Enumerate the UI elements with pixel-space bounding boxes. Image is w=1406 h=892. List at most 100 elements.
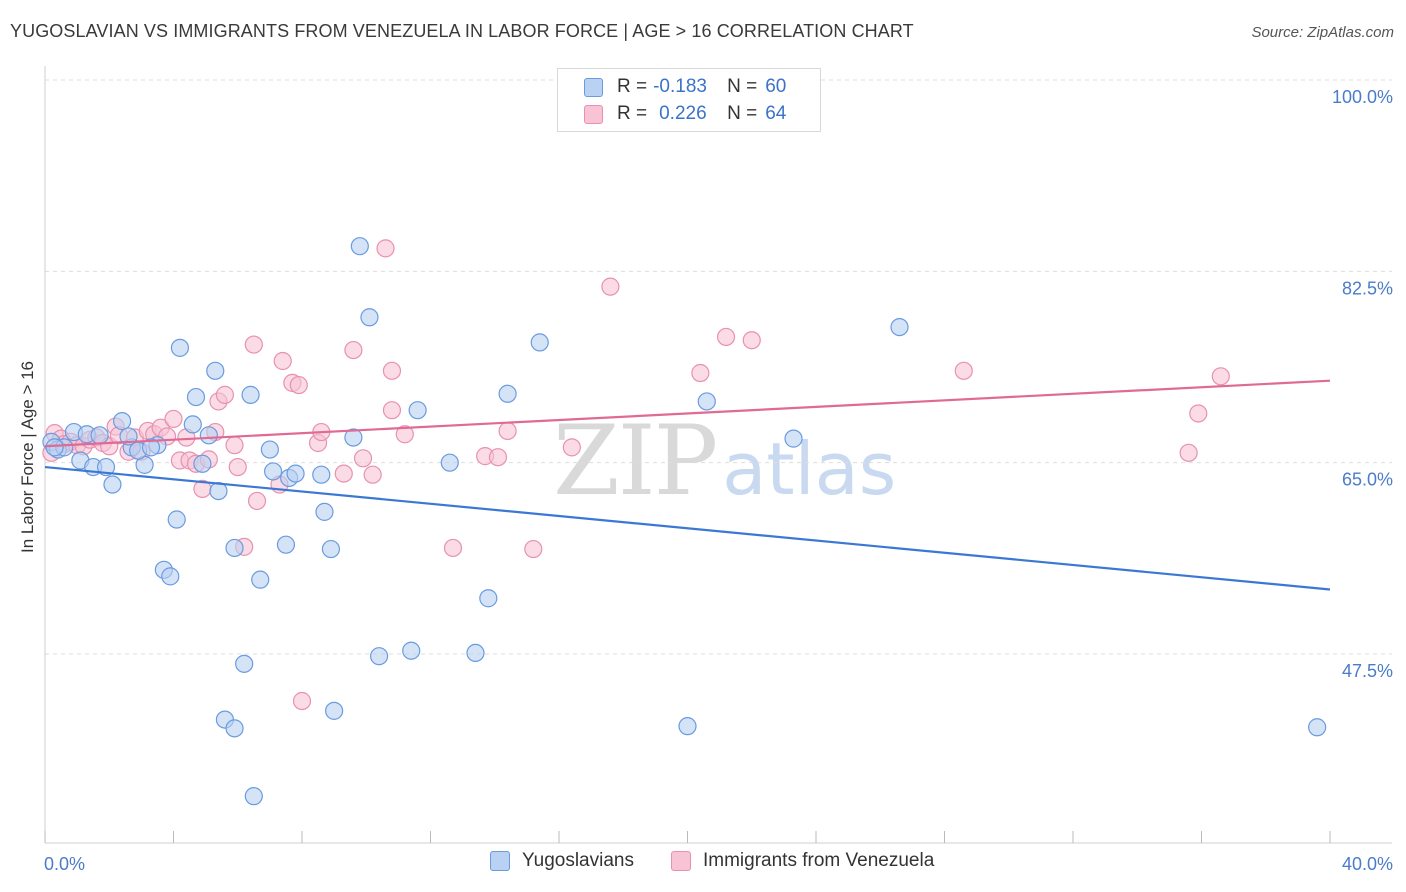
venezuela-point bbox=[289, 375, 308, 395]
venezuela-point bbox=[395, 425, 414, 444]
venezuela-point bbox=[273, 351, 292, 371]
venezuela-point bbox=[601, 277, 620, 296]
venezuela-point bbox=[215, 385, 234, 404]
yugoslavian-point bbox=[183, 415, 202, 434]
yugoslavian-point bbox=[90, 426, 109, 445]
yugoslavian-point bbox=[206, 361, 225, 380]
yugoslavian-point bbox=[466, 643, 485, 663]
venezuela-point bbox=[353, 449, 373, 468]
grid-lines bbox=[45, 79, 1392, 655]
y-tick-label: 100.0% bbox=[1332, 87, 1393, 107]
yugoslavian-point bbox=[241, 385, 260, 404]
legend-swatch-pink bbox=[584, 104, 603, 124]
legend-label-venezuela: Immigrants from Venezuela bbox=[703, 850, 935, 871]
x-tick-label-min: 0.0% bbox=[44, 854, 85, 874]
y-tick-label: 82.5% bbox=[1342, 278, 1393, 298]
yugoslavian-point bbox=[325, 701, 344, 720]
legend-r-value: 0.226 bbox=[659, 103, 707, 124]
yugoslavian-point bbox=[440, 453, 459, 472]
yugoslavian-point bbox=[276, 535, 296, 554]
yugoslavian-point bbox=[370, 647, 389, 666]
yugoslavian-point bbox=[360, 308, 379, 327]
chart-title: YUGOSLAVIAN VS IMMIGRANTS FROM VENEZUELA… bbox=[10, 21, 914, 41]
series-legend: Yugoslavians Immigrants from Venezuela bbox=[0, 850, 1406, 878]
venezuela-point bbox=[228, 457, 247, 477]
yugoslavian-point bbox=[697, 392, 716, 411]
yugoslavian-point bbox=[141, 438, 161, 457]
legend-item-venezuela: Immigrants from Venezuela bbox=[671, 850, 934, 872]
venezuela-point bbox=[1211, 367, 1230, 386]
legend-r-label: R = bbox=[617, 103, 648, 124]
legend-item-yugoslavians: Yugoslavians bbox=[490, 850, 634, 872]
yugoslavian-point bbox=[112, 412, 132, 431]
venezuela-point bbox=[334, 464, 353, 483]
yugoslavian-trend-line bbox=[44, 465, 1331, 591]
tick-labels: 100.0% 82.5% 65.0% 47.5% 0.0% 40.0% In Labor F… bbox=[18, 87, 1393, 874]
yugoslavian-point bbox=[193, 454, 212, 473]
yugoslavian-point bbox=[408, 401, 427, 420]
yugoslavian-point bbox=[890, 317, 909, 337]
yugoslavian-point bbox=[321, 539, 341, 559]
yugoslavian-point bbox=[103, 475, 122, 494]
yugoslavian-point bbox=[199, 426, 218, 445]
venezuela-point bbox=[443, 538, 463, 558]
yugoslavian-point bbox=[350, 237, 369, 256]
legend-row-yugoslavians: R = -0.183 N = 60 bbox=[584, 74, 786, 100]
legend-label-yugoslavians: Yugoslavians bbox=[522, 850, 634, 871]
yugoslavian-point bbox=[286, 464, 305, 483]
x-tick-label-max: 40.0% bbox=[1342, 854, 1393, 874]
correlation-legend: R = -0.183 N = 60 R = 0.226 N = 64 bbox=[557, 68, 821, 132]
venezuela-point bbox=[292, 691, 312, 711]
legend-swatch-blue bbox=[584, 77, 603, 97]
yugoslavian-point bbox=[678, 717, 697, 736]
venezuela-trend-line bbox=[44, 379, 1331, 448]
yugoslavian-point bbox=[530, 333, 549, 352]
legend-n-label: N = bbox=[727, 103, 758, 124]
venezuela-points bbox=[42, 239, 1230, 711]
venezuela-point bbox=[376, 239, 395, 258]
y-tick-label: 65.0% bbox=[1342, 470, 1393, 490]
venezuela-point bbox=[244, 335, 263, 354]
venezuela-point bbox=[498, 421, 517, 441]
watermark-zip: ZIP bbox=[553, 405, 718, 517]
venezuela-point bbox=[247, 491, 267, 511]
venezuela-point bbox=[382, 401, 402, 420]
trend-lines bbox=[44, 379, 1331, 591]
legend-swatch-blue bbox=[490, 851, 510, 871]
yugoslavian-point bbox=[315, 502, 334, 521]
venezuela-point bbox=[1189, 404, 1208, 423]
venezuela-point bbox=[382, 361, 402, 380]
yugoslavian-point bbox=[784, 429, 803, 448]
yugoslavian-point bbox=[225, 538, 244, 558]
yugoslavian-points bbox=[42, 237, 1327, 806]
watermark-atlas: atlas bbox=[722, 427, 897, 511]
yugoslavian-point bbox=[186, 387, 206, 407]
legend-row-venezuela: R = 0.226 N = 64 bbox=[584, 101, 786, 127]
legend-r-value: -0.183 bbox=[653, 76, 707, 97]
yugoslavian-point bbox=[479, 589, 498, 608]
venezuela-point bbox=[716, 327, 736, 347]
legend-n-value: 60 bbox=[765, 76, 787, 97]
source-label: Source: ZipAtlas.com bbox=[1251, 24, 1394, 41]
venezuela-point bbox=[562, 438, 581, 457]
legend-n-label: N = bbox=[727, 76, 758, 97]
venezuela-point bbox=[363, 465, 382, 484]
yugoslavian-point bbox=[119, 427, 138, 446]
watermark: ZIPatlas bbox=[553, 405, 896, 517]
legend-n-value: 64 bbox=[765, 103, 787, 124]
y-tick-label: 47.5% bbox=[1342, 661, 1393, 681]
yugoslavian-point bbox=[170, 338, 190, 357]
yugoslavian-point bbox=[167, 510, 186, 529]
venezuela-point bbox=[1179, 443, 1198, 462]
yugoslavian-point bbox=[402, 641, 421, 660]
yugoslavian-point bbox=[235, 654, 254, 673]
yugoslavian-point bbox=[1308, 718, 1327, 737]
yugoslavian-point bbox=[344, 428, 363, 447]
legend-swatch-pink bbox=[671, 851, 691, 871]
venezuela-point bbox=[164, 409, 183, 429]
legend-r-label: R = bbox=[617, 76, 648, 97]
yugoslavian-point bbox=[260, 440, 279, 459]
yugoslavian-point bbox=[244, 787, 263, 806]
venezuela-point bbox=[225, 436, 244, 455]
